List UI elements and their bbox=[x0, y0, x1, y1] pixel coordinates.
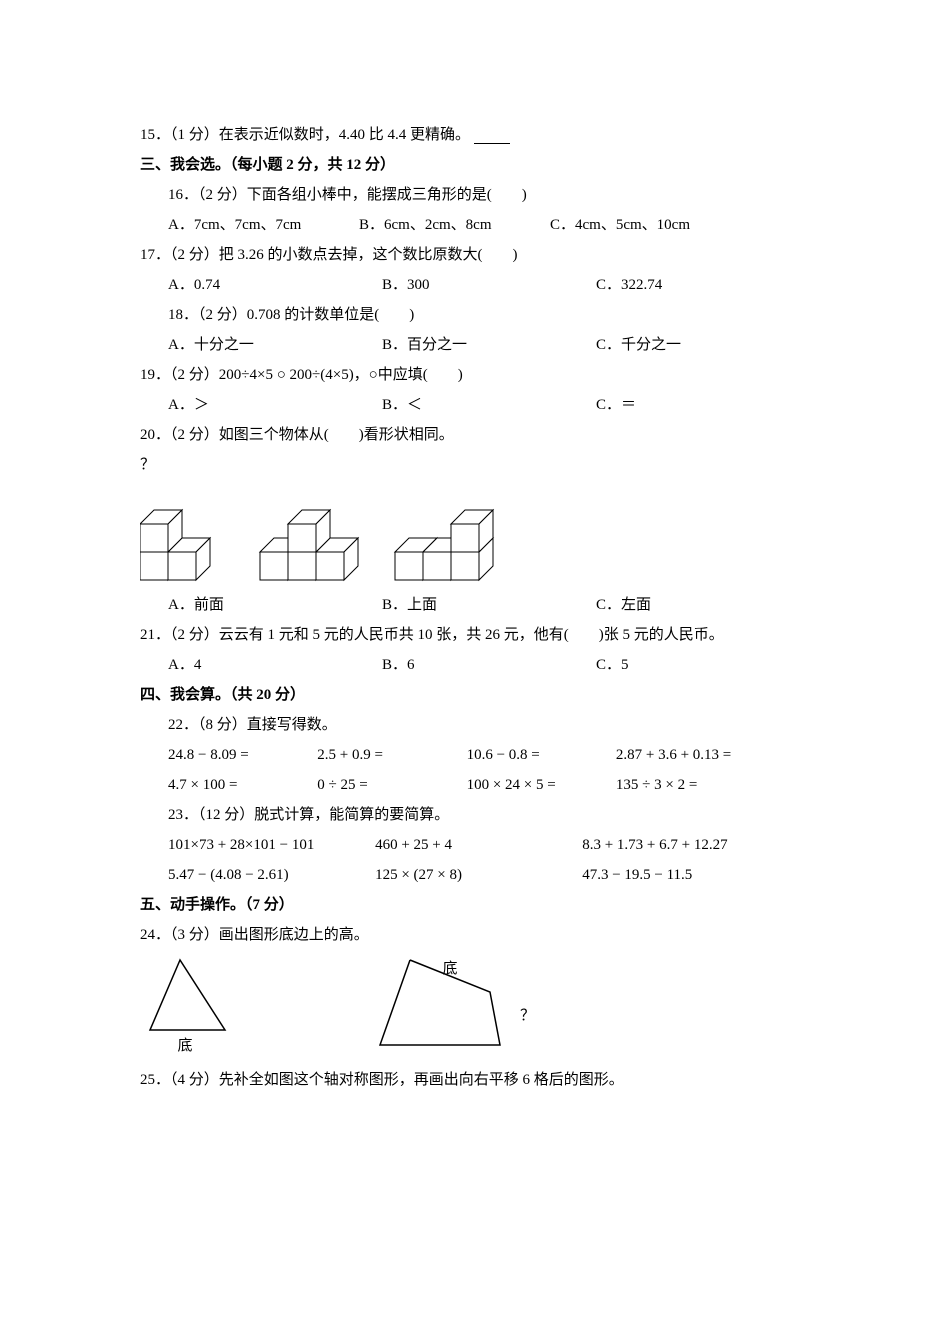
q22-r1c4: 2.87 + 3.6 + 0.13 = bbox=[616, 740, 810, 770]
q22-row2: 4.7 × 100 = 0 ÷ 25 = 100 × 24 × 5 = 135 … bbox=[140, 770, 810, 800]
q21-options: A．4 B．6 C．5 bbox=[140, 650, 810, 680]
section3-title: 三、我会选。（每小题 2 分，共 12 分） bbox=[140, 150, 810, 180]
q15-text: 15．（1 分）在表示近似数时，4.40 比 4.4 更精确。 bbox=[140, 127, 470, 143]
q15: 15．（1 分）在表示近似数时，4.40 比 4.4 更精确。 bbox=[140, 120, 810, 150]
section4-title: 四、我会算。（共 20 分） bbox=[140, 680, 810, 710]
svg-text:底: 底 bbox=[442, 960, 457, 977]
q24-figure: 底底？ bbox=[140, 950, 560, 1065]
q23-r1c3: 8.3 + 1.73 + 6.7 + 12.27 bbox=[582, 830, 810, 860]
q23-r1c2: 460 + 25 + 4 bbox=[375, 830, 582, 860]
q21-opt-c: C．5 bbox=[596, 650, 810, 680]
q22-r1c1: 24.8 − 8.09 = bbox=[168, 740, 317, 770]
q19-text: 19．（2 分）200÷4×5 ○ 200÷(4×5)，○中应填( ) bbox=[140, 360, 810, 390]
q16-opt-c: C．4cm、5cm、10cm bbox=[550, 210, 810, 240]
q21-opt-a: A．4 bbox=[168, 650, 382, 680]
q17-opt-b: B．300 bbox=[382, 270, 596, 300]
q23-r2c3: 47.3 − 19.5 − 11.5 bbox=[582, 860, 810, 890]
q20-opt-c: C．左面 bbox=[596, 590, 810, 620]
q23-r2c1: 5.47 − (4.08 − 2.61) bbox=[168, 860, 375, 890]
q19-options: A．＞ B．＜ C．＝ bbox=[140, 390, 810, 420]
q23-row1: 101×73 + 28×101 − 101 460 + 25 + 4 8.3 +… bbox=[140, 830, 810, 860]
q24-text: 24．（3 分）画出图形底边上的高。 bbox=[140, 920, 810, 950]
q23-text: 23．（12 分）脱式计算，能简算的要简算。 bbox=[140, 800, 810, 830]
q22-r2c1: 4.7 × 100 = bbox=[168, 770, 317, 800]
q17-opt-a: A．0.74 bbox=[168, 270, 382, 300]
q23-row2: 5.47 − (4.08 − 2.61) 125 × (27 × 8) 47.3… bbox=[140, 860, 810, 890]
q15-blank bbox=[474, 128, 510, 144]
q25-text: 25．（4 分）先补全如图这个轴对称图形，再画出向右平移 6 格后的图形。 bbox=[140, 1065, 810, 1095]
q17-text: 17．（2 分）把 3.26 的小数点去掉，这个数比原数大( ) bbox=[140, 240, 810, 270]
q23-r2c2: 125 × (27 × 8) bbox=[375, 860, 582, 890]
q20-qmark: ？ bbox=[140, 450, 810, 480]
q22-r2c4: 135 ÷ 3 × 2 = bbox=[616, 770, 810, 800]
q18-options: A．十分之一 B．百分之一 C．千分之一 bbox=[140, 330, 810, 360]
q19-opt-a: A．＞ bbox=[168, 390, 382, 420]
q17-opt-c: C．322.74 bbox=[596, 270, 810, 300]
section5-title: 五、动手操作。（7 分） bbox=[140, 890, 810, 920]
q16-opt-b: B．6cm、2cm、8cm bbox=[359, 210, 550, 240]
q23-r1c1: 101×73 + 28×101 − 101 bbox=[168, 830, 375, 860]
svg-text:底: 底 bbox=[177, 1037, 192, 1054]
q20-figure bbox=[140, 480, 520, 590]
q22-r2c3: 100 × 24 × 5 = bbox=[467, 770, 616, 800]
q22-r1c3: 10.6 − 0.8 = bbox=[467, 740, 616, 770]
q19-opt-c: C．＝ bbox=[596, 390, 810, 420]
q21-opt-b: B．6 bbox=[382, 650, 596, 680]
q16-opt-a: A．7cm、7cm、7cm bbox=[168, 210, 359, 240]
q18-opt-a: A．十分之一 bbox=[168, 330, 382, 360]
q22-r1c2: 2.5 + 0.9 = bbox=[317, 740, 466, 770]
svg-text:？: ？ bbox=[520, 1008, 535, 1024]
q19-opt-b: B．＜ bbox=[382, 390, 596, 420]
q22-r2c2: 0 ÷ 25 = bbox=[317, 770, 466, 800]
q22-row1: 24.8 − 8.09 = 2.5 + 0.9 = 10.6 − 0.8 = 2… bbox=[140, 740, 810, 770]
q20-options: A．前面 B．上面 C．左面 bbox=[140, 590, 810, 620]
q16-options: A．7cm、7cm、7cm B．6cm、2cm、8cm C．4cm、5cm、10… bbox=[140, 210, 810, 240]
q16-text: 16．（2 分）下面各组小棒中，能摆成三角形的是( ) bbox=[140, 180, 810, 210]
q18-opt-b: B．百分之一 bbox=[382, 330, 596, 360]
q17-options: A．0.74 B．300 C．322.74 bbox=[140, 270, 810, 300]
q18-opt-c: C．千分之一 bbox=[596, 330, 810, 360]
q20-opt-a: A．前面 bbox=[168, 590, 382, 620]
q20-opt-b: B．上面 bbox=[382, 590, 596, 620]
q22-text: 22．（8 分）直接写得数。 bbox=[140, 710, 810, 740]
q20-text: 20．（2 分）如图三个物体从( )看形状相同。 bbox=[140, 420, 810, 450]
q21-text: 21．（2 分）云云有 1 元和 5 元的人民币共 10 张，共 26 元，他有… bbox=[140, 620, 810, 650]
q18-text: 18．（2 分）0.708 的计数单位是( ) bbox=[140, 300, 810, 330]
